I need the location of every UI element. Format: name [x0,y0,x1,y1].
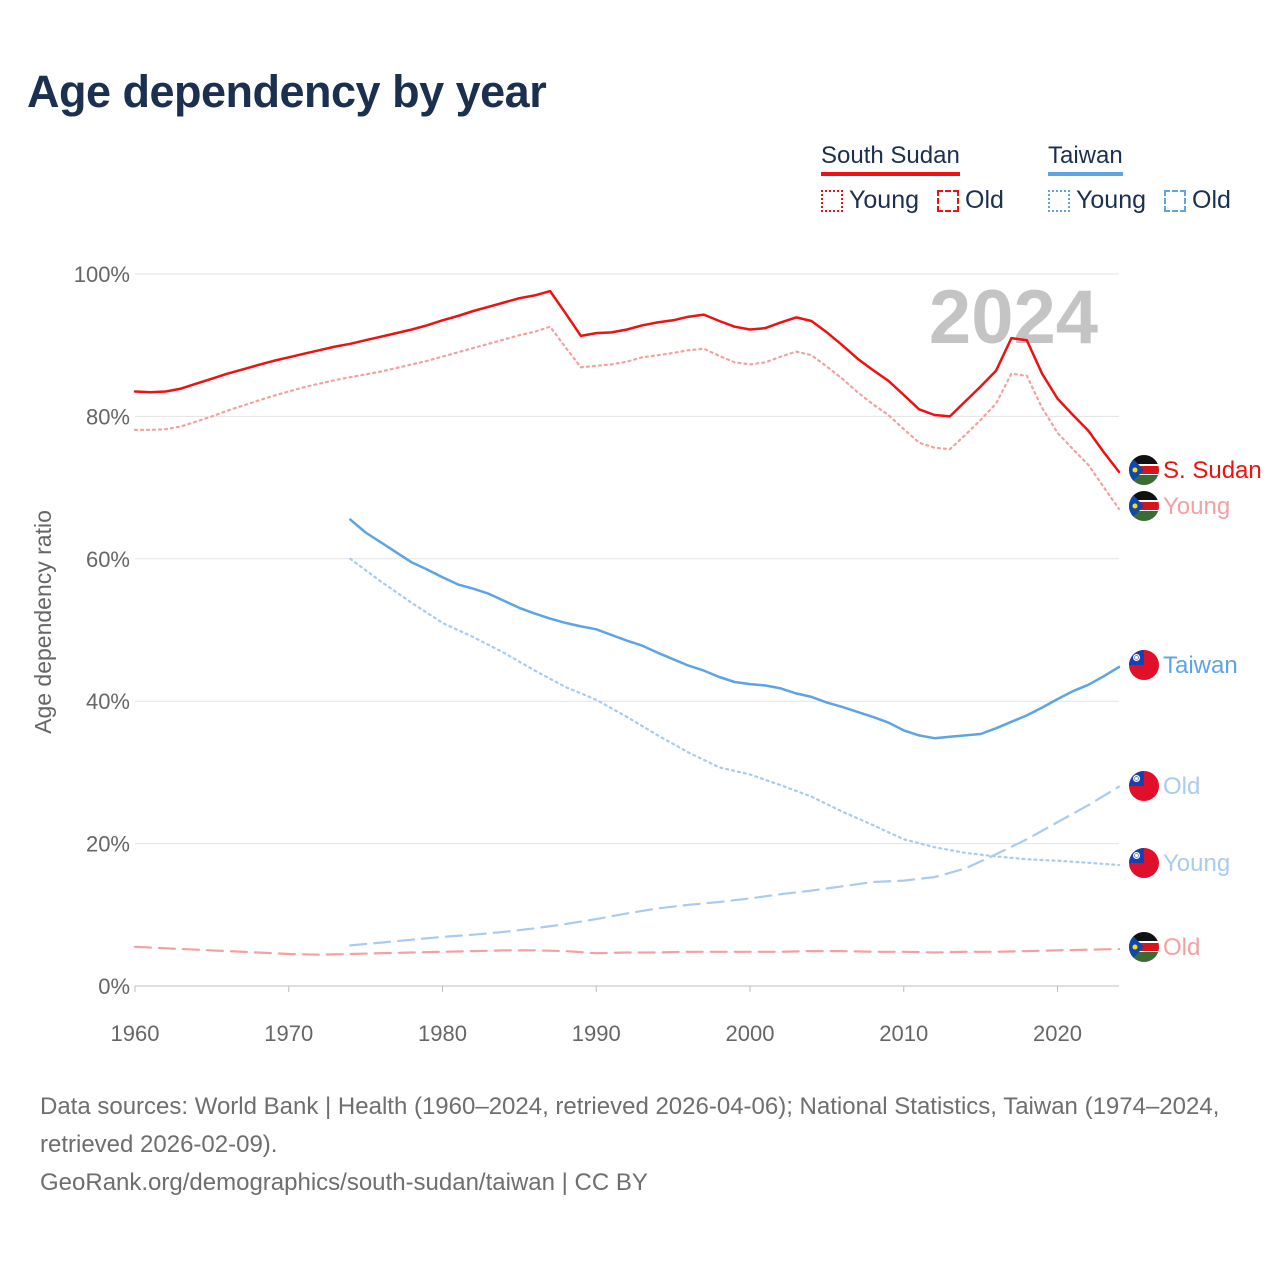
end-label: Young [1163,850,1230,877]
flag-sun-core [1134,776,1139,781]
series-line-taiwan [349,518,1121,740]
south-sudan-flag-icon [1129,455,1159,485]
series-line-south-sudan-young [133,325,1121,511]
flag-clip-group [1129,455,1159,485]
legend-old-label: Old [965,186,1004,214]
south-sudan-flag-icon [1129,932,1159,962]
flag-clip-group [1129,848,1159,878]
south-sudan-flag-icon [1129,491,1159,521]
year-watermark: 2024 [929,275,1098,360]
legend-young-label: Young [1076,186,1146,214]
dashed-swatch-icon [937,189,959,212]
legend-taiwan[interactable]: Taiwan Young Old [1048,142,1249,215]
flag-clip-group [1129,932,1159,962]
legend-old-item[interactable]: Old [937,186,1004,215]
x-tick-label: 1960 [111,1021,160,1046]
end-label: Old [1163,934,1200,961]
legend-young-item[interactable]: Young [821,186,919,215]
end-label: Taiwan [1163,652,1238,679]
footer: Data sources: World Bank | Health (1960–… [40,1088,1250,1202]
x-tick-label: 1980 [418,1021,467,1046]
x-tick-label: 2020 [1033,1021,1082,1046]
series-line-south-sudan-old [133,945,1121,956]
taiwan-flag-icon [1129,771,1159,801]
dotted-swatch-icon [1048,189,1070,212]
y-tick-label: 60% [86,547,130,572]
flag-stripe-black [1129,932,1159,942]
flag-fimbriation-top [1129,941,1159,943]
taiwan-flag-icon [1129,650,1159,680]
y-tick-label: 80% [86,404,130,429]
chart-title: Age dependency by year [27,66,547,117]
y-tick-label: 40% [86,689,130,714]
x-tick-label: 1990 [572,1021,621,1046]
flag-stripe-green [1129,475,1159,485]
flag-sun-core [1134,655,1139,660]
dashed-swatch-icon [1164,189,1186,212]
flag-stripe-black [1129,455,1159,465]
flag-star-icon [1132,944,1138,950]
flag-stripe-green [1129,511,1159,521]
attribution-link[interactable]: GeoRank.org/demographics/south-sudan/tai… [40,1169,648,1196]
axes: 0% 20% 40% 60% 80% 100% 1960 1970 1980 1990 2000 20… [74,262,1119,1046]
y-tick-label: 100% [74,262,130,287]
taiwan-flag-icon [1129,848,1159,878]
flag-stripe-green [1129,952,1159,962]
y-axis-label: Age dependency ratio [30,510,56,734]
series-lines [133,289,1121,956]
flag-stripe-black [1129,491,1159,501]
flag-clip-group [1129,650,1159,680]
legend-old-item[interactable]: Old [1164,186,1231,215]
y-tick-label: 0% [98,974,130,999]
end-label: Young [1163,493,1230,520]
legend-south-sudan[interactable]: South Sudan Young Old [821,142,1022,215]
legend-old-label: Old [1192,186,1231,214]
legend-young-label: Young [849,186,919,214]
end-label: Old [1163,773,1200,800]
line-chart: 2024 0% 20% 40% 60% 80% 100% 1960 1970 1980 1990 2… [30,262,1262,1046]
flag-fimbriation-top [1129,500,1159,502]
legend-young-item[interactable]: Young [1048,186,1146,215]
x-tick-label: 2010 [879,1021,928,1046]
flag-clip-group [1129,771,1159,801]
flag-clip-group [1129,491,1159,521]
dotted-swatch-icon [821,189,843,212]
end-labels: S. Sudan Young Old Taiwan Young Old [1129,455,1262,962]
legend-country-label: South Sudan [821,142,960,176]
series-line-taiwan-young [349,557,1121,867]
series-line-south-sudan [133,289,1121,474]
flag-star-icon [1132,503,1138,509]
y-tick-label: 20% [86,832,130,857]
x-tick-label: 2000 [726,1021,775,1046]
data-sources-text: Data sources: World Bank | Health (1960–… [40,1093,1220,1158]
flag-star-icon [1132,467,1138,473]
gridlines [135,273,1119,987]
legend-country-label: Taiwan [1048,142,1123,176]
series-line-taiwan-old [349,785,1121,947]
flag-fimbriation-top [1129,464,1159,466]
x-tick-label: 1970 [264,1021,313,1046]
flag-sun-core [1134,853,1139,858]
end-label: S. Sudan [1163,457,1262,484]
